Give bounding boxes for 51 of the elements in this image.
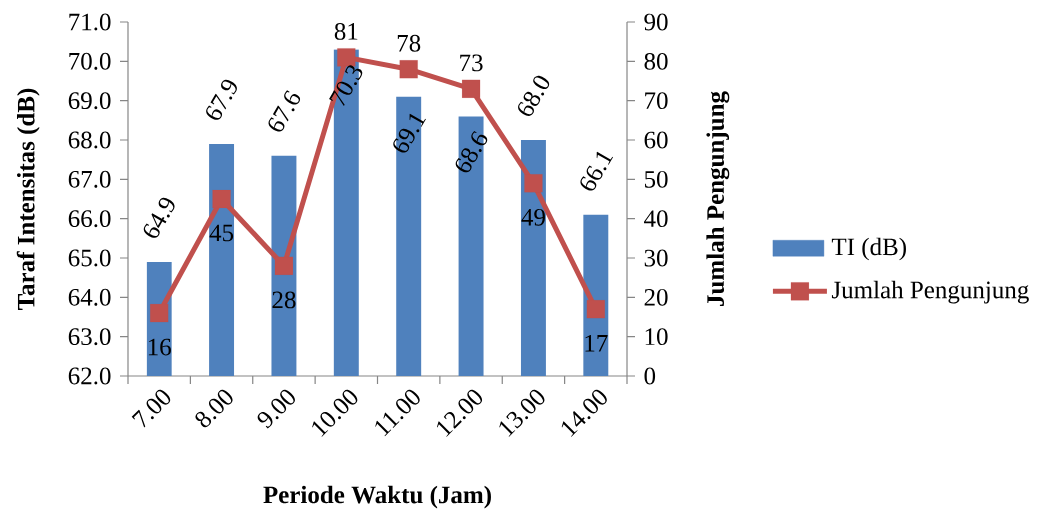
x-tick-label: 8.00 <box>195 389 233 428</box>
data-label: 16 <box>148 338 171 356</box>
y-tick-label: 71.0 <box>69 13 111 31</box>
data-label: 67.9 <box>206 79 237 120</box>
x-tick-label: 9.00 <box>257 389 295 429</box>
y-tick-label: 64.0 <box>68 288 111 306</box>
point <box>586 300 605 319</box>
y2-tick-label: 40 <box>644 210 668 228</box>
y2-tick-label: 60 <box>644 131 668 149</box>
y-tick-label: 66.0 <box>68 210 111 228</box>
y-tick-label: 62.0 <box>68 367 111 385</box>
y-axis-title: Taraf Intensitas (dB) <box>16 88 40 310</box>
x-axis-title: Periode Waktu (Jam) <box>263 485 491 509</box>
y2-tick-label: 10 <box>645 328 668 346</box>
point <box>274 256 293 275</box>
point <box>399 60 418 79</box>
data-label: 69.1 <box>393 113 426 153</box>
data-label: 67.6 <box>268 90 301 132</box>
legend-label: Jumlah Pengunjung <box>831 280 1029 304</box>
data-label: 78 <box>397 34 421 52</box>
data-label: 81 <box>334 22 358 40</box>
point <box>524 174 543 193</box>
y2-tick-label: 30 <box>644 249 668 267</box>
y2-tick-label: 0 <box>644 367 656 385</box>
data-label: 68.0 <box>518 75 550 116</box>
data-label: 49 <box>521 208 545 226</box>
legend-label: TI (dB) <box>831 237 906 261</box>
y-tick-label: 67.0 <box>68 170 111 188</box>
y2-tick-label: 70 <box>645 92 668 110</box>
data-label: 68.6 <box>455 130 488 173</box>
y-tick-label: 65.0 <box>68 249 111 267</box>
data-label: 45 <box>209 224 234 242</box>
data-label: 28 <box>272 291 296 309</box>
y-tick-label: 63.0 <box>68 328 111 346</box>
data-label: 73 <box>460 54 483 72</box>
y2-tick-label: 20 <box>644 288 668 306</box>
data-label: 64.9 <box>143 197 175 238</box>
y2-tick-label: 50 <box>645 170 668 188</box>
y-tick-label: 69.0 <box>68 92 111 110</box>
y2-axis-title: Jumlah Pengunjung <box>706 91 730 306</box>
y2-tick-label: 90 <box>644 13 668 31</box>
x-tick-label: 7.00 <box>131 389 171 428</box>
data-label: 17 <box>585 334 608 352</box>
data-label: 66.1 <box>580 151 614 191</box>
data-label: 70.3 <box>329 65 363 107</box>
y-tick-label: 70.0 <box>69 52 111 70</box>
point <box>462 79 481 98</box>
y2-tick-label: 80 <box>644 52 668 70</box>
point <box>212 189 231 209</box>
point <box>150 304 169 323</box>
y-tick-label: 68.0 <box>68 131 111 149</box>
